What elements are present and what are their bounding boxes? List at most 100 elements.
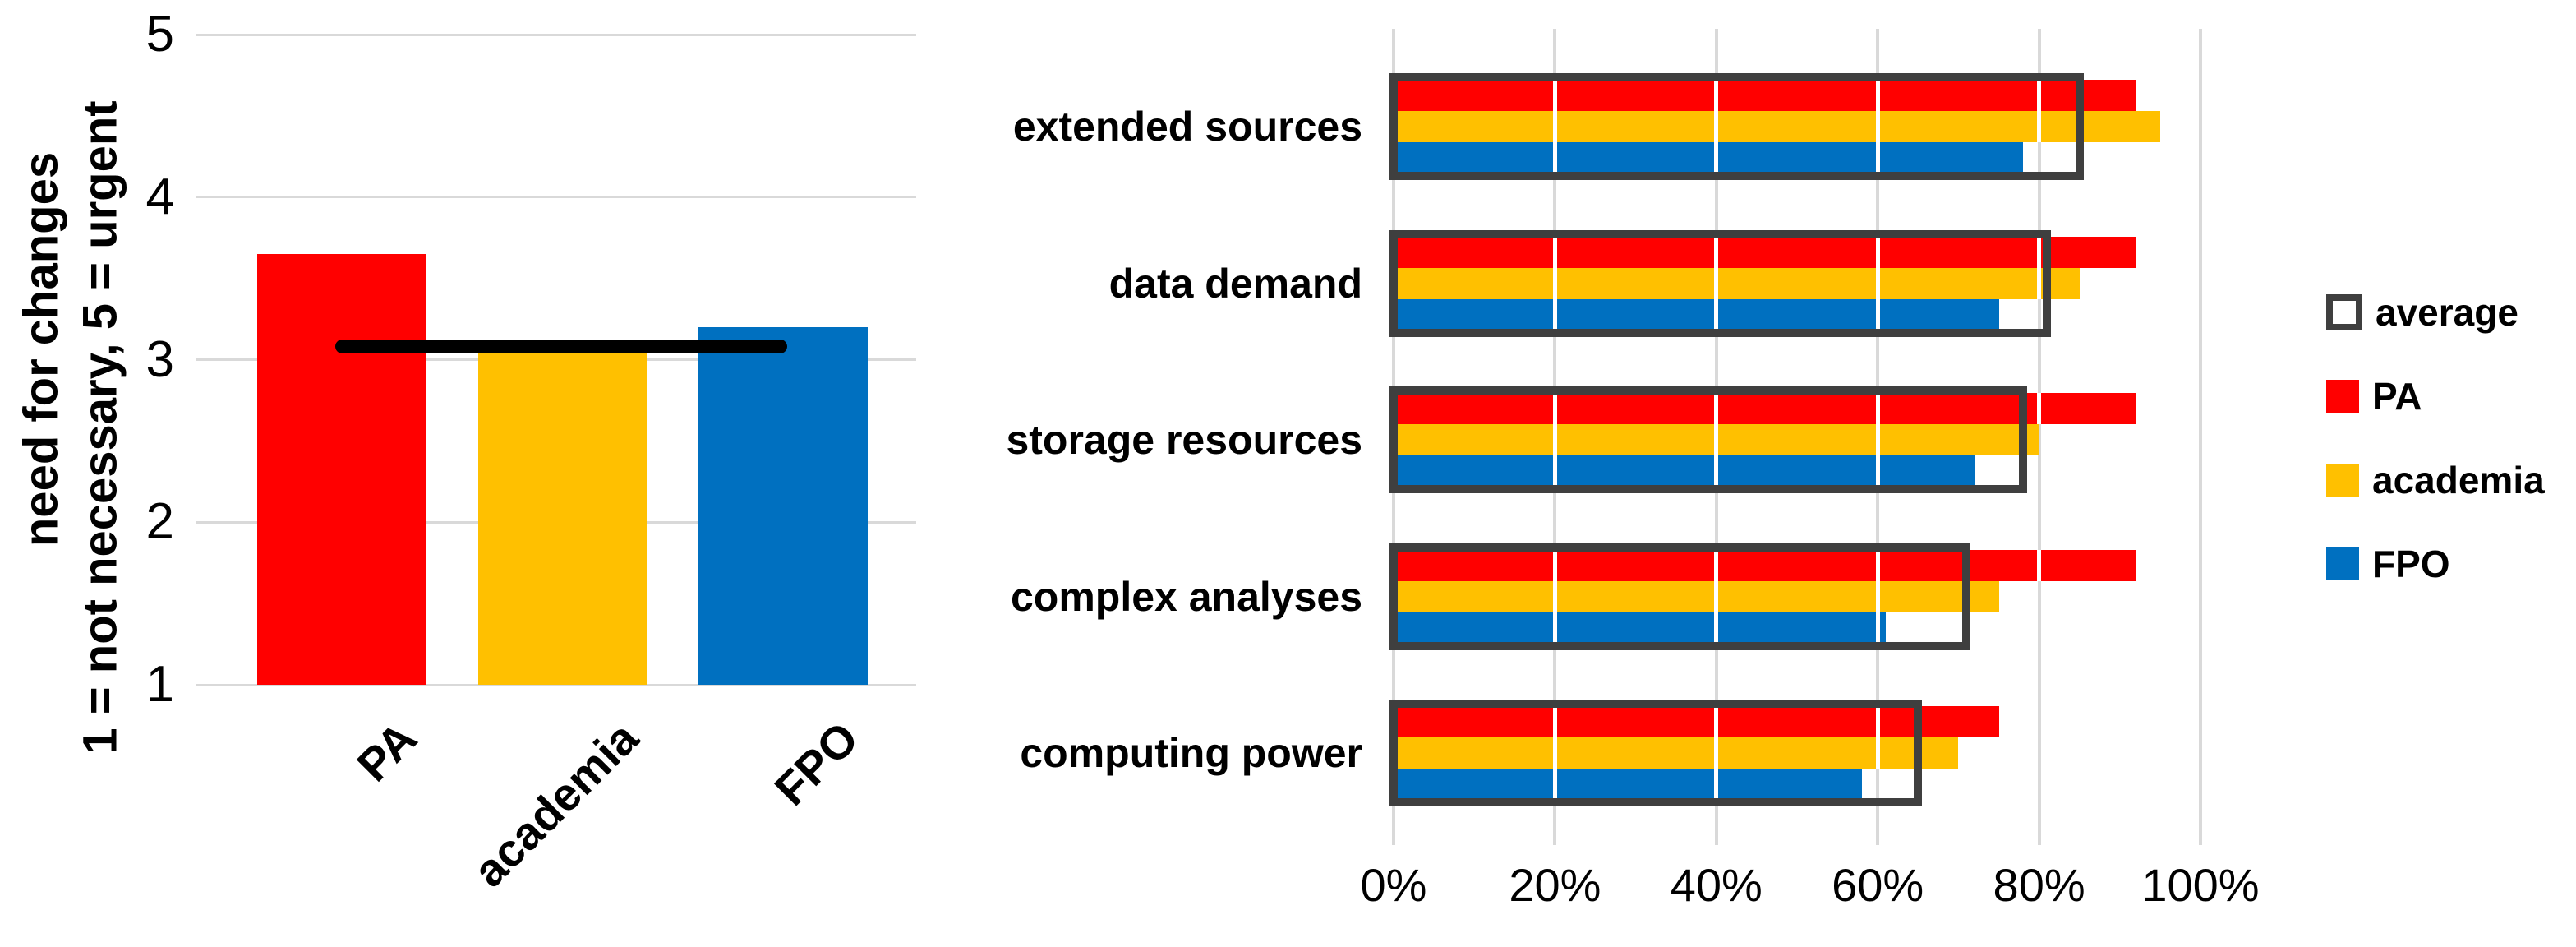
- gridline-cut: [1714, 455, 1719, 487]
- gridline-cut: [1552, 455, 1557, 487]
- gridline-cut: [1552, 769, 1557, 800]
- left-y-gridline: [196, 33, 916, 36]
- right-x-tick-label: 100%: [2141, 859, 2260, 911]
- left-y-tick-label: 1: [145, 656, 174, 713]
- right-bar-fpo: [1394, 769, 1862, 800]
- right-bar-academia: [1394, 267, 2080, 299]
- right-category-label: complex analyses: [1010, 573, 1362, 620]
- right-x-tick-label: 20%: [1509, 859, 1601, 911]
- right-x-tick-label: 40%: [1670, 859, 1763, 911]
- gridline-cut: [1552, 236, 1557, 268]
- right-x-tickmark: [2037, 829, 2041, 845]
- gridline-cut: [1714, 580, 1719, 612]
- right-average-outline: [1389, 700, 1923, 806]
- right-bar-academia: [1394, 737, 1959, 769]
- gridline-cut: [1714, 706, 1719, 737]
- legend-swatch-academia: [2326, 464, 2359, 497]
- legend-label: academia: [2372, 459, 2545, 501]
- left-y-tick-label: 4: [145, 168, 174, 225]
- gridline-cut: [1875, 706, 1880, 737]
- left-bar-fpo: [698, 326, 868, 685]
- right-bar-fpo: [1394, 612, 1887, 644]
- gridline-cut: [1714, 236, 1719, 268]
- right-x-gridline: [2037, 29, 2041, 829]
- legend-item-fpo: FPO: [2326, 541, 2450, 587]
- gridline-cut: [1714, 298, 1719, 330]
- gridline-cut: [1714, 267, 1719, 299]
- left-x-tick-label: academia: [463, 711, 648, 897]
- right-x-gridline: [2199, 29, 2202, 829]
- gridline-cut: [1875, 111, 1880, 142]
- right-bar-academia: [1394, 424, 2039, 455]
- legend-item-academia: academia: [2326, 457, 2545, 503]
- legend-label: average: [2376, 291, 2518, 334]
- gridline-cut: [1552, 80, 1557, 111]
- left-y-gridline: [196, 196, 916, 199]
- gridline-cut: [1875, 580, 1880, 612]
- gridline-cut: [1552, 424, 1557, 455]
- left-x-tick-label: PA: [347, 711, 427, 792]
- left-x-tick-label: FPO: [764, 711, 869, 815]
- gridline-cut: [1714, 769, 1719, 800]
- gridline-cut: [1875, 612, 1880, 644]
- right-bar-pa: [1394, 393, 2136, 424]
- gridline-cut: [1714, 737, 1719, 769]
- gridline-cut: [2037, 549, 2042, 581]
- gridline-cut: [1552, 142, 1557, 173]
- gridline-cut: [1714, 111, 1719, 142]
- gridline-cut: [1714, 549, 1719, 581]
- gridline-cut: [1552, 612, 1557, 644]
- right-x-tick-label: 80%: [1993, 859, 2085, 911]
- right-x-tickmark: [2199, 829, 2202, 845]
- gridline-cut: [1552, 267, 1557, 299]
- gridline-cut: [1714, 424, 1719, 455]
- legend-swatch-pa: [2326, 380, 2359, 413]
- gridline-cut: [1714, 80, 1719, 111]
- right-average-outline: [1389, 543, 1971, 650]
- legend-item-average: average: [2326, 289, 2518, 335]
- left-y-gridline: [196, 683, 916, 686]
- right-average-outline: [1389, 73, 2084, 180]
- gridline-cut: [1714, 142, 1719, 173]
- gridline-cut: [1552, 393, 1557, 424]
- right-category-label: storage resources: [1006, 417, 1362, 463]
- left-average-line: [335, 340, 787, 354]
- gridline-cut: [1552, 706, 1557, 737]
- gridline-cut: [2037, 111, 2042, 142]
- right-bar-academia: [1394, 580, 1999, 612]
- gridline-cut: [2037, 236, 2042, 268]
- right-average-outline: [1389, 386, 2027, 493]
- right-bar-pa: [1394, 706, 1999, 737]
- right-bar-fpo: [1394, 298, 1999, 330]
- gridline-cut: [1875, 424, 1880, 455]
- gridline-cut: [1875, 142, 1880, 173]
- legend-swatch-average: [2326, 294, 2362, 330]
- left-bar-pa: [257, 253, 426, 685]
- left-y-tick-label: 2: [145, 493, 174, 551]
- right-category-label: extended sources: [1012, 104, 1362, 150]
- right-x-tickmark: [1553, 829, 1557, 845]
- left-y-tick-label: 5: [145, 6, 174, 62]
- legend-item-pa: PA: [2326, 373, 2422, 419]
- legend-label: FPO: [2372, 543, 2450, 585]
- right-x-tickmark: [1876, 829, 1880, 845]
- gridline-cut: [1875, 737, 1880, 769]
- gridline-cut: [2037, 267, 2042, 299]
- gridline-cut: [1875, 267, 1880, 299]
- right-x-tick-label: 0%: [1360, 859, 1427, 911]
- right-bar-fpo: [1394, 142, 2023, 173]
- right-category-label: computing power: [1020, 730, 1362, 776]
- right-bar-academia: [1394, 111, 2160, 142]
- right-bar-fpo: [1394, 455, 1975, 487]
- gridline-cut: [1875, 80, 1880, 111]
- left-y-tick-label: 3: [145, 330, 174, 388]
- gridline-cut: [1552, 737, 1557, 769]
- left-chart-y-axis-title-line1: need for changes: [14, 151, 68, 547]
- gridline-cut: [1552, 580, 1557, 612]
- gridline-cut: [1552, 549, 1557, 581]
- left-bar-academia: [478, 351, 647, 685]
- right-x-tickmark: [1392, 829, 1395, 845]
- gridline-cut: [1714, 393, 1719, 424]
- gridline-cut: [1714, 612, 1719, 644]
